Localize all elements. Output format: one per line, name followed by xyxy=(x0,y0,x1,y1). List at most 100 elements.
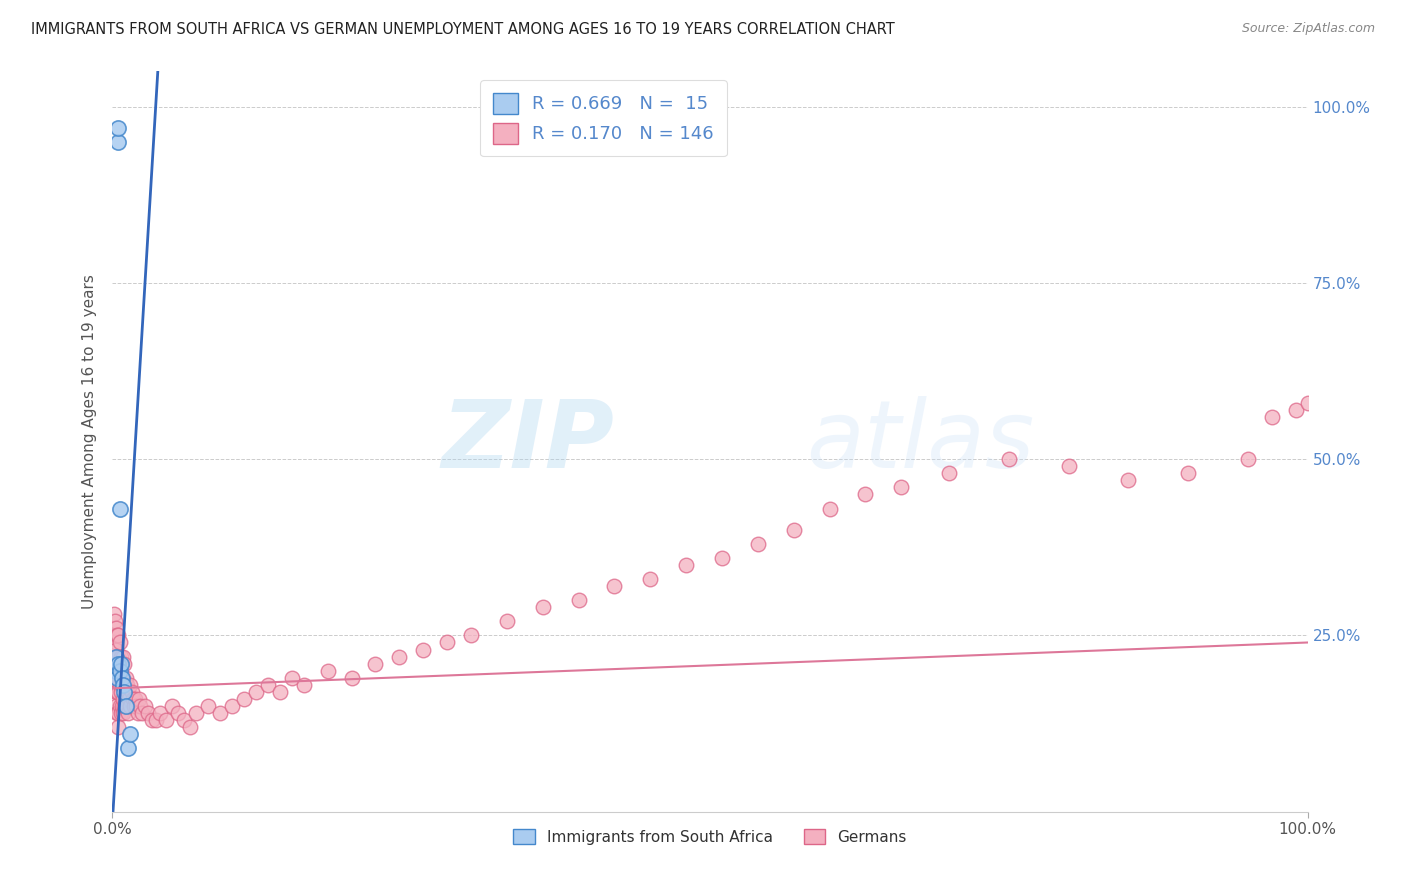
Point xyxy=(1309,389,1331,403)
Point xyxy=(531,600,554,615)
Point xyxy=(496,615,519,629)
Point xyxy=(107,135,129,149)
Point xyxy=(460,628,482,642)
Point xyxy=(149,706,172,720)
Point xyxy=(105,628,128,642)
Point xyxy=(114,685,135,699)
Point xyxy=(118,692,141,706)
Point xyxy=(107,628,129,642)
Point xyxy=(138,706,160,720)
Point xyxy=(233,692,256,706)
Point xyxy=(127,706,149,720)
Point xyxy=(120,727,142,741)
Point xyxy=(115,698,138,713)
Point xyxy=(105,671,128,685)
Point xyxy=(105,664,128,678)
Point xyxy=(412,642,434,657)
Point xyxy=(114,678,135,692)
Point xyxy=(105,649,128,664)
Point xyxy=(179,720,201,734)
Point xyxy=(1344,402,1367,417)
Point xyxy=(855,487,877,501)
Point xyxy=(114,671,136,685)
Point xyxy=(112,678,135,692)
Point xyxy=(114,698,136,713)
Point xyxy=(131,706,153,720)
Text: IMMIGRANTS FROM SOUTH AFRICA VS GERMAN UNEMPLOYMENT AMONG AGES 16 TO 19 YEARS CO: IMMIGRANTS FROM SOUTH AFRICA VS GERMAN U… xyxy=(31,22,894,37)
Point xyxy=(125,698,148,713)
Point xyxy=(1392,402,1406,417)
Point xyxy=(108,501,131,516)
Point xyxy=(110,649,132,664)
Legend: Immigrants from South Africa, Germans: Immigrants from South Africa, Germans xyxy=(506,821,914,852)
Point xyxy=(128,692,150,706)
Point xyxy=(711,550,734,565)
Point xyxy=(107,657,129,671)
Point xyxy=(316,664,339,678)
Point xyxy=(1405,389,1406,403)
Text: ZIP: ZIP xyxy=(441,395,614,488)
Point xyxy=(111,671,134,685)
Point xyxy=(103,649,125,664)
Point xyxy=(568,593,591,607)
Point xyxy=(104,657,127,671)
Point xyxy=(105,706,128,720)
Point xyxy=(111,698,134,713)
Point xyxy=(105,621,128,635)
Point xyxy=(108,635,131,649)
Point xyxy=(1285,402,1308,417)
Point xyxy=(1381,382,1403,396)
Point xyxy=(167,706,190,720)
Point xyxy=(108,678,131,692)
Point xyxy=(114,657,135,671)
Point xyxy=(105,685,128,699)
Point xyxy=(1057,459,1080,474)
Point xyxy=(640,572,662,586)
Point xyxy=(257,678,280,692)
Point xyxy=(105,649,128,664)
Point xyxy=(603,579,626,593)
Point xyxy=(173,713,195,727)
Point xyxy=(107,720,129,734)
Point xyxy=(105,685,128,699)
Point xyxy=(1177,467,1199,481)
Point xyxy=(1261,409,1284,424)
Point xyxy=(209,706,232,720)
Point xyxy=(1237,452,1260,467)
Point xyxy=(675,558,697,572)
Point xyxy=(112,692,135,706)
Point xyxy=(122,698,145,713)
Point xyxy=(1320,417,1343,431)
Point xyxy=(186,706,208,720)
Point xyxy=(245,685,267,699)
Point xyxy=(110,685,132,699)
Point xyxy=(155,713,177,727)
Point xyxy=(104,615,127,629)
Point xyxy=(107,706,129,720)
Point xyxy=(1118,473,1140,487)
Point xyxy=(104,678,127,692)
Point xyxy=(145,713,167,727)
Point xyxy=(121,692,143,706)
Point xyxy=(436,635,458,649)
Point xyxy=(117,706,139,720)
Point xyxy=(103,628,125,642)
Point xyxy=(117,685,139,699)
Point xyxy=(292,678,315,692)
Point xyxy=(340,671,363,685)
Point xyxy=(1368,396,1391,410)
Point xyxy=(114,692,136,706)
Point xyxy=(105,664,128,678)
Point xyxy=(112,649,135,664)
Point xyxy=(134,698,156,713)
Point xyxy=(112,706,135,720)
Point xyxy=(120,698,142,713)
Point xyxy=(107,685,129,699)
Point xyxy=(105,642,128,657)
Point xyxy=(105,671,128,685)
Point xyxy=(938,467,960,481)
Point xyxy=(890,480,912,494)
Point xyxy=(110,671,132,685)
Point xyxy=(108,664,131,678)
Point xyxy=(107,649,129,664)
